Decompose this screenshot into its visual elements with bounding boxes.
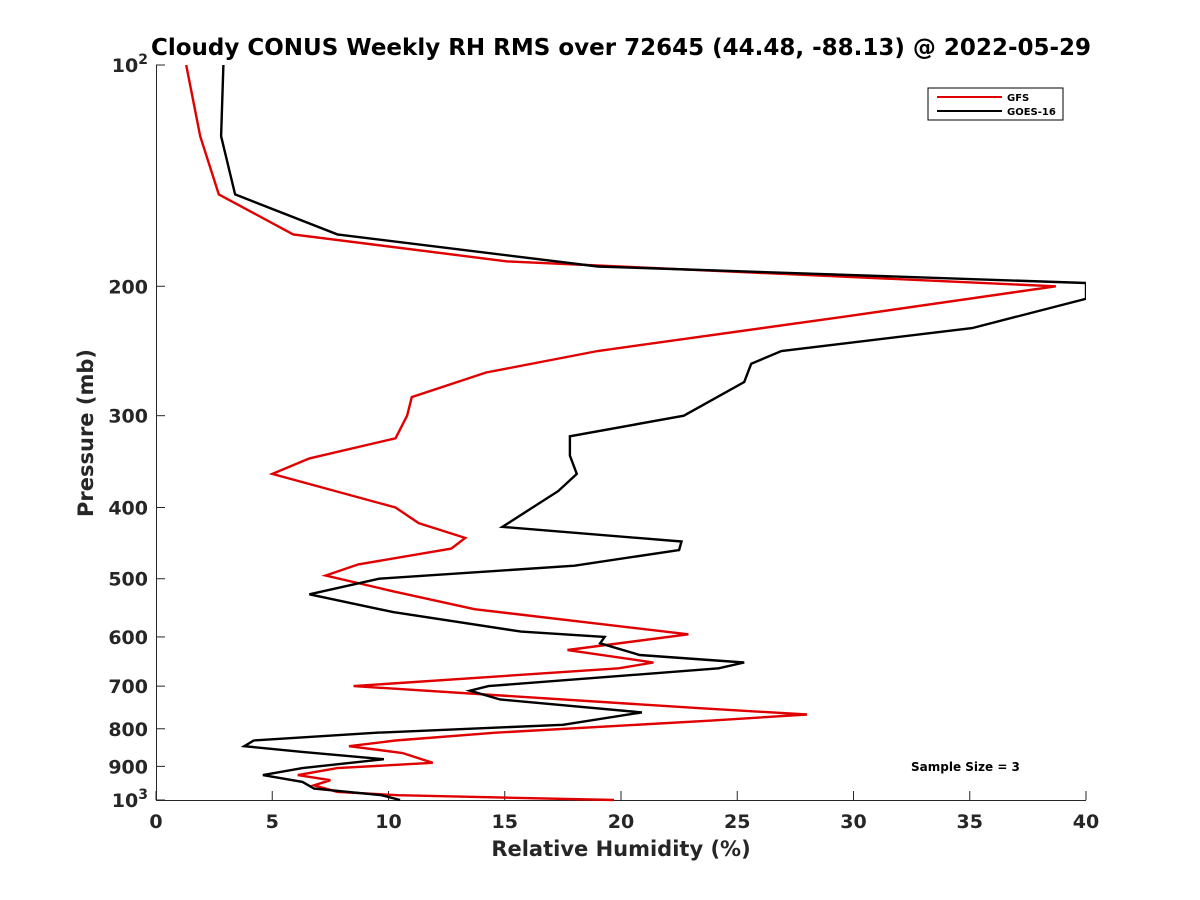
y-tick-label-exponent: 3 bbox=[138, 787, 148, 803]
y-tick-label-base: 10 bbox=[112, 55, 138, 77]
x-tick-label-1: 5 bbox=[266, 811, 279, 833]
y-tick-label-2: 300 bbox=[108, 406, 148, 428]
y-tick-label-6: 700 bbox=[108, 676, 148, 698]
chart-title: Cloudy CONUS Weekly RH RMS over 72645 (4… bbox=[151, 35, 1091, 61]
sample-size-annotation: Sample Size = 3 bbox=[911, 760, 1020, 774]
x-tick-label-4: 20 bbox=[608, 811, 634, 833]
x-tick-label-6: 30 bbox=[840, 811, 866, 833]
y-tick-label-1: 200 bbox=[108, 276, 148, 298]
x-tick-label-2: 10 bbox=[375, 811, 401, 833]
y-tick-label-9: 103 bbox=[112, 787, 148, 812]
series-line-goes16 bbox=[219, 64, 1086, 802]
legend-label-goes16: GOES-16 bbox=[1007, 107, 1056, 118]
y-tick-label-8: 900 bbox=[108, 756, 148, 778]
x-tick-label-5: 25 bbox=[724, 811, 750, 833]
y-tick-label-7: 800 bbox=[108, 719, 148, 741]
y-tick-label-0: 102 bbox=[112, 52, 148, 77]
y-tick-label-3: 400 bbox=[108, 498, 148, 520]
series-lines bbox=[185, 64, 1086, 802]
x-axis-ticks: 0 5 10 15 20 25 30 35 40 bbox=[149, 791, 1099, 833]
series-line-gfs bbox=[185, 64, 1056, 802]
y-axis-label: Pressure (mb) bbox=[74, 349, 98, 517]
y-tick-label-exponent: 2 bbox=[138, 52, 148, 68]
legend-label-gfs: GFS bbox=[1007, 93, 1029, 104]
y-tick-label-base: 10 bbox=[112, 790, 138, 812]
legend: GFS GOES-16 bbox=[927, 87, 1064, 121]
x-axis-label: Relative Humidity (%) bbox=[491, 837, 750, 861]
x-tick-label-8: 40 bbox=[1073, 811, 1099, 833]
x-tick-label-7: 35 bbox=[957, 811, 983, 833]
y-tick-label-5: 600 bbox=[108, 627, 148, 649]
x-tick-label-3: 15 bbox=[492, 811, 518, 833]
y-tick-label-4: 500 bbox=[108, 569, 148, 591]
legend-box bbox=[927, 87, 1064, 121]
x-tick-label-0: 0 bbox=[149, 811, 162, 833]
